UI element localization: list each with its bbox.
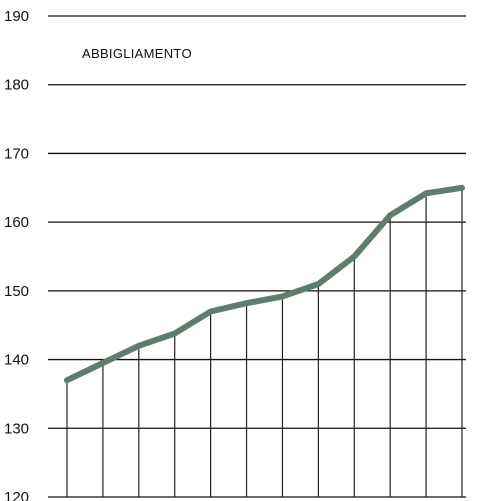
y-tick-label-160: 160 xyxy=(4,214,29,231)
data-point-4 xyxy=(172,331,177,336)
data-point-10 xyxy=(387,213,393,218)
chart-title: ABBIGLIAMENTO xyxy=(82,46,192,61)
data-point-7 xyxy=(280,294,285,299)
data-point-9 xyxy=(352,254,357,259)
y-tick-label-170: 170 xyxy=(4,145,29,162)
y-tick-label-140: 140 xyxy=(4,352,29,369)
y-tick-label-190: 190 xyxy=(4,8,29,25)
grid xyxy=(48,15,466,498)
data-point-1 xyxy=(64,377,70,383)
data-point-12 xyxy=(459,185,465,190)
data-point-5 xyxy=(208,309,213,314)
data-point-8 xyxy=(316,281,321,287)
y-tick-label-150: 150 xyxy=(4,283,29,300)
series-line xyxy=(64,184,465,384)
series-layer xyxy=(64,184,465,384)
data-point-2 xyxy=(100,360,106,366)
data-point-11 xyxy=(423,191,429,196)
y-tick-label-120: 120 xyxy=(4,489,29,501)
y-tick-label-180: 180 xyxy=(4,77,29,94)
data-point-6 xyxy=(244,301,249,306)
data-point-3 xyxy=(136,343,142,349)
y-tick-label-130: 130 xyxy=(4,420,29,437)
y-axis-tick-labels: 190 180 170 160 150 140 130 120 xyxy=(4,8,29,501)
